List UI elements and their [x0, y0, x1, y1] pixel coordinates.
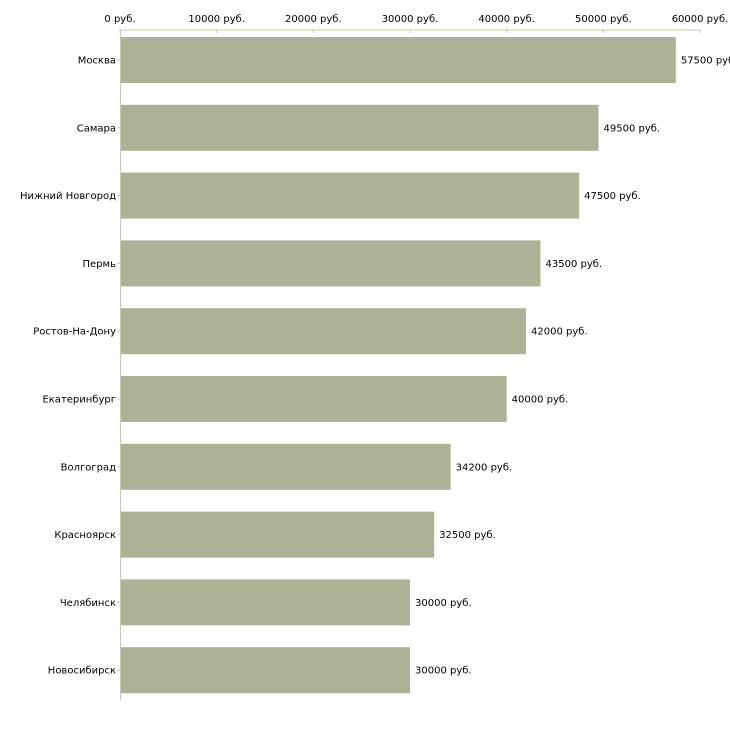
- category-label: Челябинск: [60, 598, 116, 609]
- x-tick-label: 20000 руб.: [285, 14, 342, 25]
- x-tick-label: 60000 руб.: [672, 14, 729, 25]
- data-label: 42000 руб.: [531, 327, 588, 338]
- category-label: Пермь: [83, 259, 117, 270]
- data-label: 57500 руб.: [681, 56, 730, 67]
- data-label: 30000 руб.: [415, 598, 472, 609]
- data-label: 43500 руб.: [546, 259, 603, 270]
- data-label: 30000 руб.: [415, 666, 472, 677]
- data-label: 49500 руб.: [604, 123, 661, 134]
- bar: [121, 647, 410, 694]
- category-label: Нижний Новгород: [20, 191, 116, 202]
- category-label: Самара: [77, 123, 116, 134]
- bar: [121, 511, 435, 558]
- data-label: 40000 руб.: [512, 395, 569, 406]
- category-label: Новосибирск: [48, 666, 116, 677]
- bar: [121, 443, 451, 490]
- bar: [121, 104, 599, 151]
- category-label: Красноярск: [54, 530, 116, 541]
- bar: [121, 240, 541, 287]
- bar: [121, 37, 676, 83]
- bar: [121, 172, 580, 219]
- category-label: Ростов-На-Дону: [33, 327, 116, 338]
- x-tick-label: 30000 руб.: [382, 14, 439, 25]
- bar: [121, 579, 410, 626]
- x-tick-label: 50000 руб.: [575, 14, 632, 25]
- category-label: Москва: [78, 56, 116, 67]
- data-label: 47500 руб.: [584, 191, 641, 202]
- x-tick-label: 40000 руб.: [478, 14, 535, 25]
- data-label: 34200 руб.: [456, 462, 513, 473]
- category-label: Екатеринбург: [42, 395, 116, 406]
- category-label: Волгоград: [61, 462, 116, 473]
- bar: [121, 376, 507, 422]
- x-tick-label: 10000 руб.: [188, 14, 245, 25]
- data-label: 32500 руб.: [439, 530, 496, 541]
- bar: [121, 308, 526, 355]
- x-tick-label: 0 руб.: [104, 14, 135, 25]
